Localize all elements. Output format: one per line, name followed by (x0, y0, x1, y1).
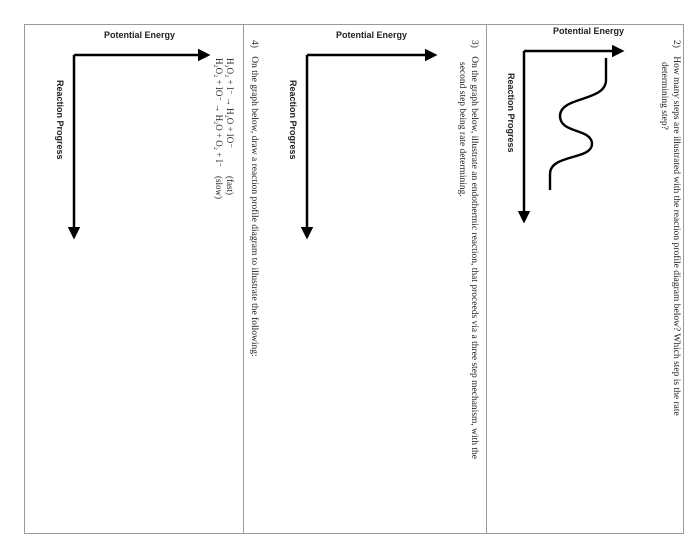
question-4-line-1: On the graph below, draw a reaction prof… (249, 56, 259, 357)
question-3: 3) On the graph below, illustrate an end… (456, 40, 480, 459)
equation-1-rate: (fast) (225, 176, 235, 195)
panel-divider (243, 25, 244, 533)
worksheet-frame (24, 24, 684, 534)
q4-x-axis-label: Reaction Progress (55, 80, 65, 160)
q4-y-axis-label: Potential Energy (104, 30, 176, 40)
equation-2-text: H₂O₂ + IO⁻ → H₂O + O₂ + I⁻ (214, 58, 224, 168)
question-3-line-2: second step being rate determining. (457, 62, 467, 197)
question-4-equations: H₂O₂ + I⁻ → H₂O + IO⁻ (fast) H₂O₂ + IO⁻ →… (213, 58, 235, 199)
equation-1: H₂O₂ + I⁻ → H₂O + IO⁻ (fast) (224, 58, 235, 199)
question-3-line-1: On the graph below, illustrate an endoth… (469, 56, 479, 460)
question-2-line-1: How many steps are illustrated with the … (671, 56, 681, 416)
question-2: 2) How many steps are illustrated with t… (658, 40, 682, 416)
q2-x-axis-label: Reaction Progress (506, 73, 516, 153)
equation-2: H₂O₂ + IO⁻ → H₂O + O₂ + I⁻ (slow) (213, 58, 224, 199)
equation-1-text: H₂O₂ + I⁻ → H₂O + IO⁻ (225, 58, 235, 149)
question-3-number: 3) (469, 40, 479, 48)
q3-x-axis-label: Reaction Progress (288, 80, 298, 160)
equation-2-rate: (slow) (214, 176, 224, 199)
question-4-number: 4) (249, 40, 259, 48)
question-4: 4) On the graph below, draw a reaction p… (248, 40, 260, 357)
question-2-number: 2) (671, 40, 681, 48)
panel-divider (486, 25, 487, 533)
q3-y-axis-label: Potential Energy (336, 30, 408, 40)
q2-y-axis-label: Potential Energy (553, 26, 625, 36)
q2-reaction-curve (548, 58, 608, 190)
question-2-line-2: determining step? (659, 62, 669, 130)
